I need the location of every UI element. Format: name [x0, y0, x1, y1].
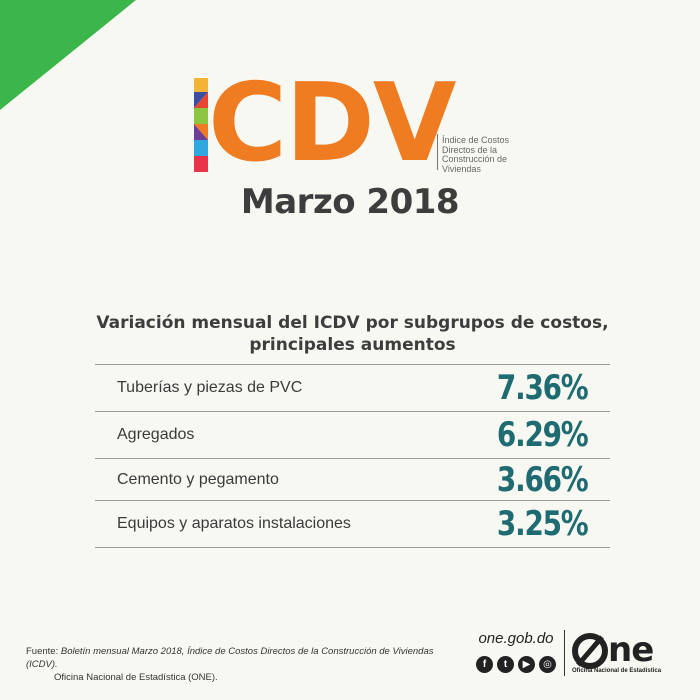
website-link[interactable]: one.gob.do [478, 630, 554, 647]
logo-divider [437, 134, 438, 170]
row-name: Tuberías y piezas de PVC [117, 379, 303, 396]
logo-description: Índice de Costos Directos de la Construc… [442, 135, 510, 174]
icdv-logo: CDV Índice de Costos Directos de la Cons… [190, 70, 530, 178]
row-name: Agregados [117, 426, 195, 443]
table-heading: Variación mensual del ICDV por subgrupos… [95, 312, 610, 356]
table-row: Cemento y pegamento 3.66% [95, 459, 610, 501]
row-value: 3.25% [496, 504, 588, 544]
table-row: Tuberías y piezas de PVC 7.36% [95, 365, 610, 412]
row-value: 7.36% [496, 368, 588, 408]
table-heading-line-2: principales aumentos [249, 335, 456, 355]
corner-decoration [0, 0, 136, 110]
source-reference: Boletín mensual Marzo 2018, Índice de Co… [26, 646, 434, 670]
source-organization: Oficina Nacional de Estadística (ONE). [54, 672, 218, 683]
period-title: Marzo 2018 [240, 182, 460, 222]
table-row: Equipos y aparatos instalaciones 3.25% [95, 501, 610, 548]
table-heading-line-1: Variación mensual del ICDV por subgrupos… [96, 313, 609, 333]
source-note: Fuente: Boletín mensual Marzo 2018, Índi… [26, 645, 466, 684]
variation-table: Tuberías y piezas de PVC 7.36% Agregados… [95, 364, 610, 548]
table-row: Agregados 6.29% [95, 412, 610, 459]
instagram-icon[interactable]: ◎ [539, 656, 556, 673]
row-value: 3.66% [496, 459, 588, 500]
row-value: 6.29% [496, 415, 588, 455]
row-name: Cemento y pegamento [117, 470, 279, 488]
twitter-icon[interactable]: t [497, 656, 514, 673]
one-logo-subtitle: Oficina Nacional de Estadística [572, 668, 662, 674]
row-name: Equipos y aparatos instalaciones [117, 515, 351, 532]
social-links: f t ▶ ◎ [476, 656, 556, 673]
one-logo: ne Oficina Nacional de Estadística [572, 628, 682, 680]
source-label: Fuente: [26, 646, 59, 657]
one-logo-word: ne [608, 630, 654, 670]
logo-color-bar [194, 78, 208, 172]
one-logo-mark [572, 633, 608, 669]
facebook-icon[interactable]: f [476, 656, 493, 673]
footer-divider [564, 630, 565, 676]
youtube-icon[interactable]: ▶ [518, 656, 535, 673]
logo-letters: CDV [208, 61, 456, 186]
